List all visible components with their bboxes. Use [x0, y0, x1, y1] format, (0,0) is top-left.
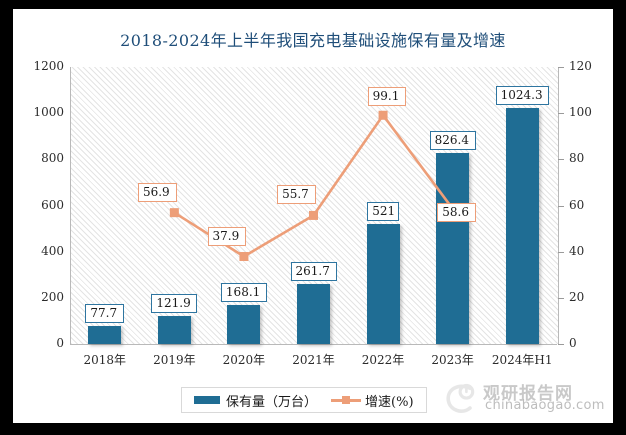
y-axis-left-tick: 0: [56, 336, 64, 350]
bar-data-label: 826.4: [429, 131, 476, 151]
bar-swatch-icon: [194, 396, 220, 404]
y-axis-right-tick: 40: [569, 243, 585, 258]
y-axis-left-tick: 1000: [33, 105, 64, 120]
line-data-label: 56.9: [137, 182, 177, 202]
line-swatch-icon: [331, 395, 362, 405]
y-axis-left-tick: 800: [41, 151, 64, 166]
x-axis-tick-label: 2022年: [361, 353, 405, 367]
watermark-brand-cn: 观研报告网: [483, 384, 573, 404]
bar-data-label: 121.9: [151, 293, 198, 313]
bar: [366, 223, 400, 344]
y-axis-right-tick-mark: [558, 159, 564, 161]
y-axis-right-tick: 0: [569, 336, 577, 350]
legend-item-growth[interactable]: 增速(%): [331, 391, 414, 410]
line-data-label: 58.6: [437, 202, 477, 222]
y-axis-right-tick: 80: [569, 151, 585, 166]
y-axis-right-tick: 60: [569, 197, 585, 212]
line-marker: [309, 210, 318, 220]
x-axis-tick-label: 2024年H1: [491, 353, 553, 367]
bar: [157, 315, 191, 344]
bar: [505, 107, 539, 344]
bar: [88, 326, 122, 344]
y-axis-right-tick-mark: [558, 113, 564, 115]
y-axis-right-tick-mark: [558, 297, 564, 299]
y-axis-left-tick: 400: [41, 243, 64, 258]
y-axis-right-tick-mark: [558, 344, 564, 345]
bar: [297, 283, 330, 344]
y-axis-left-tick: 600: [41, 197, 64, 212]
x-axis-tick-label: 2020年: [222, 353, 266, 367]
line-marker: [378, 110, 388, 120]
swirl-logo-icon: [446, 383, 475, 413]
y-axis-right-tick-mark: [558, 67, 564, 68]
x-axis-line: [70, 344, 557, 345]
bar-data-label: 168.1: [220, 283, 267, 303]
chart-legend: 保有量（万台） 增速(%): [181, 387, 427, 413]
x-axis-tick-label: 2018年: [83, 353, 127, 367]
y-axis-right-tick: 100: [569, 105, 592, 120]
line-marker: [169, 208, 179, 218]
legend-item-holdings[interactable]: 保有量（万台）: [194, 391, 317, 410]
legend-item-holdings-label: 保有量（万台）: [226, 394, 318, 410]
watermark-brand-url: chinabaogao.com: [485, 398, 605, 413]
x-axis-tick-label: 2023年: [431, 353, 474, 367]
watermark: 观研报告网 chinabaogao.com: [441, 379, 611, 421]
x-axis-tick-label: 2019年: [153, 353, 196, 367]
line-data-label: 99.1: [367, 87, 407, 107]
x-axis-tick-label: 2021年: [292, 353, 335, 367]
y-axis-right-tick: 20: [569, 289, 585, 304]
y-axis-left-tick: 1200: [33, 59, 64, 73]
bar-data-label: 1024.3: [495, 85, 549, 105]
bar-data-label: 261.7: [290, 261, 337, 281]
bar-data-label: 77.7: [85, 304, 125, 324]
line-data-label: 55.7: [277, 185, 316, 205]
y-axis-left-tick: 200: [41, 289, 64, 304]
legend-item-growth-label: 增速(%): [365, 394, 414, 410]
bar: [227, 305, 261, 344]
y-axis-right-tick-mark: [558, 205, 564, 207]
y-axis-right-tick: 120: [569, 59, 592, 73]
bar-data-label: 521: [367, 201, 399, 221]
line-data-label: 37.9: [207, 226, 247, 246]
bar: [436, 153, 470, 344]
chart-card: 2018-2024年上半年我国充电基础设施保有量及增速 0 200 400 600 80…: [13, 9, 613, 423]
chart-title: 2018-2024年上半年我国充电基础设施保有量及增速: [120, 31, 506, 50]
line-series-layer: [169, 110, 458, 262]
line-marker: [239, 252, 249, 262]
y-axis-right-tick-mark: [558, 251, 564, 253]
